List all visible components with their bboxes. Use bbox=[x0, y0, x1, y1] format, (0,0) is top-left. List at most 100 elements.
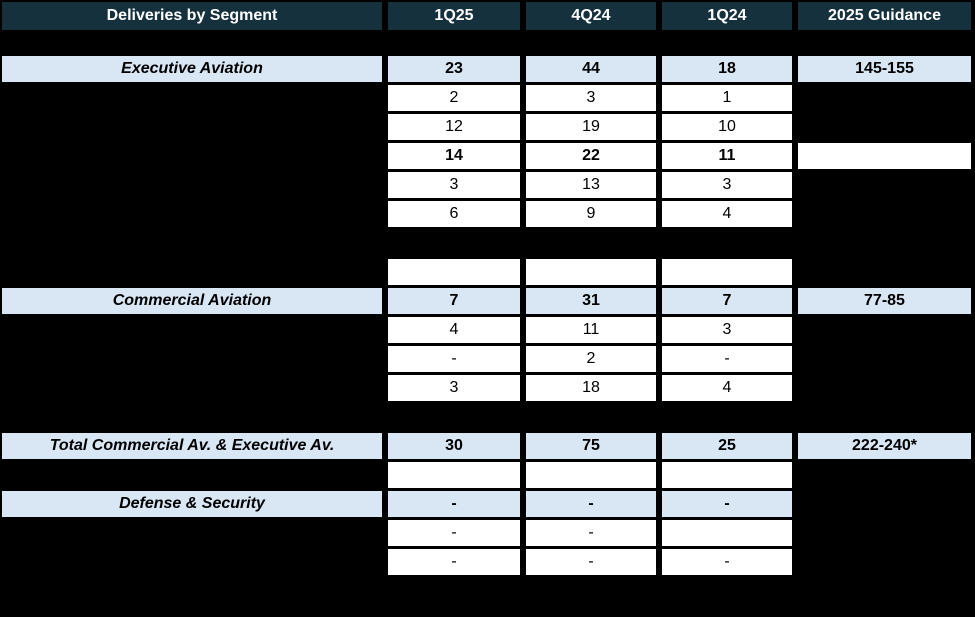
cell-1q25: 7 bbox=[388, 288, 520, 314]
cell-1q24 bbox=[662, 259, 792, 285]
data-row: --- bbox=[2, 549, 975, 575]
cell-1q24: 4 bbox=[662, 201, 792, 227]
hidden-label-cell bbox=[2, 114, 382, 140]
data-row: -2- bbox=[2, 346, 975, 372]
cell-4q24: 18 bbox=[526, 375, 656, 401]
data-row: -- bbox=[2, 520, 975, 546]
cell-1q24: 7 bbox=[662, 288, 792, 314]
cell-4q24: - bbox=[526, 549, 656, 575]
hidden-label-cell bbox=[2, 346, 382, 372]
guidance-cell bbox=[798, 143, 971, 169]
cell-1q25 bbox=[388, 259, 520, 285]
guidance-cell bbox=[798, 520, 971, 546]
guidance-cell bbox=[798, 114, 971, 140]
data-row: 12 19 10 bbox=[2, 114, 975, 140]
cell-1q25: - bbox=[388, 491, 520, 517]
hidden-label-cell bbox=[2, 143, 382, 169]
cell-1q24: 10 bbox=[662, 114, 792, 140]
guidance-cell bbox=[798, 346, 971, 372]
cell-1q25: 30 bbox=[388, 433, 520, 459]
cell-1q25: 6 bbox=[388, 201, 520, 227]
guidance-cell: 145-155 bbox=[798, 56, 971, 82]
hidden-label-cell bbox=[2, 317, 382, 343]
hidden-label-cell bbox=[2, 201, 382, 227]
cell-4q24: 44 bbox=[526, 56, 656, 82]
cell-1q24: - bbox=[662, 549, 792, 575]
data-row: 4 11 3 bbox=[2, 317, 975, 343]
data-row bbox=[2, 462, 975, 488]
guidance-cell bbox=[798, 491, 971, 517]
table-header-row: Deliveries by Segment 1Q25 4Q24 1Q24 202… bbox=[2, 2, 975, 30]
segment-row: Total Commercial Av. & Executive Av. 30 75… bbox=[2, 433, 975, 459]
header-segment-label: Deliveries by Segment bbox=[2, 2, 382, 30]
guidance-cell bbox=[798, 85, 971, 111]
cell-4q24 bbox=[526, 259, 656, 285]
cell-1q24 bbox=[662, 462, 792, 488]
cell-1q24: - bbox=[662, 491, 792, 517]
data-row bbox=[2, 259, 975, 285]
cell-1q25: 23 bbox=[388, 56, 520, 82]
guidance-cell bbox=[798, 201, 971, 227]
cell-1q25: 4 bbox=[388, 317, 520, 343]
hidden-label-cell bbox=[2, 172, 382, 198]
cell-4q24: 3 bbox=[526, 85, 656, 111]
header-col-1q25: 1Q25 bbox=[388, 2, 520, 30]
guidance-cell bbox=[798, 317, 971, 343]
cell-4q24: 9 bbox=[526, 201, 656, 227]
hidden-label-cell bbox=[2, 462, 382, 488]
hidden-label-cell bbox=[2, 520, 382, 546]
hidden-label-cell bbox=[2, 85, 382, 111]
cell-1q25 bbox=[388, 462, 520, 488]
table-body: Executive Aviation 23 44 18 145-155 2 3 1 12 19 10… bbox=[2, 33, 975, 575]
segment-row: Defense & Security - - - bbox=[2, 491, 975, 517]
cell-1q24: 25 bbox=[662, 433, 792, 459]
cell-1q25: 2 bbox=[388, 85, 520, 111]
cell-1q25: - bbox=[388, 346, 520, 372]
hidden-label-cell bbox=[2, 549, 382, 575]
cell-1q25: 3 bbox=[388, 375, 520, 401]
cell-4q24: 19 bbox=[526, 114, 656, 140]
cell-1q25: 3 bbox=[388, 172, 520, 198]
segment-label: Total Commercial Av. & Executive Av. bbox=[2, 433, 382, 459]
cell-4q24: 22 bbox=[526, 143, 656, 169]
cell-1q24: 11 bbox=[662, 143, 792, 169]
cell-1q24: 3 bbox=[662, 172, 792, 198]
segment-row: Commercial Aviation 7 31 7 77-85 bbox=[2, 288, 975, 314]
cell-4q24: - bbox=[526, 520, 656, 546]
cell-1q24: 4 bbox=[662, 375, 792, 401]
header-col-1q24: 1Q24 bbox=[662, 2, 792, 30]
cell-4q24: 75 bbox=[526, 433, 656, 459]
cell-4q24: 2 bbox=[526, 346, 656, 372]
cell-4q24: 31 bbox=[526, 288, 656, 314]
data-row: 14 22 11 bbox=[2, 143, 975, 169]
guidance-cell: 222-240* bbox=[798, 433, 971, 459]
segment-label: Commercial Aviation bbox=[2, 288, 382, 314]
cell-1q25: 14 bbox=[388, 143, 520, 169]
cell-1q25: - bbox=[388, 549, 520, 575]
cell-4q24: - bbox=[526, 491, 656, 517]
cell-1q24 bbox=[662, 520, 792, 546]
cell-4q24: 11 bbox=[526, 317, 656, 343]
header-col-4q24: 4Q24 bbox=[526, 2, 656, 30]
hidden-gap-row bbox=[2, 33, 975, 56]
guidance-cell bbox=[798, 462, 971, 488]
guidance-cell bbox=[798, 259, 971, 285]
cell-1q25: 12 bbox=[388, 114, 520, 140]
hidden-label-cell bbox=[2, 375, 382, 401]
segment-row: Executive Aviation 23 44 18 145-155 bbox=[2, 56, 975, 82]
cell-1q24: 3 bbox=[662, 317, 792, 343]
data-row: 3 18 4 bbox=[2, 375, 975, 401]
guidance-cell bbox=[798, 172, 971, 198]
hidden-gap-row bbox=[2, 404, 975, 433]
cell-1q25: - bbox=[388, 520, 520, 546]
cell-1q24: 18 bbox=[662, 56, 792, 82]
cell-4q24 bbox=[526, 462, 656, 488]
segment-label: Executive Aviation bbox=[2, 56, 382, 82]
guidance-cell bbox=[798, 549, 971, 575]
segment-label: Defense & Security bbox=[2, 491, 382, 517]
cell-1q24: 1 bbox=[662, 85, 792, 111]
data-row: 3 13 3 bbox=[2, 172, 975, 198]
